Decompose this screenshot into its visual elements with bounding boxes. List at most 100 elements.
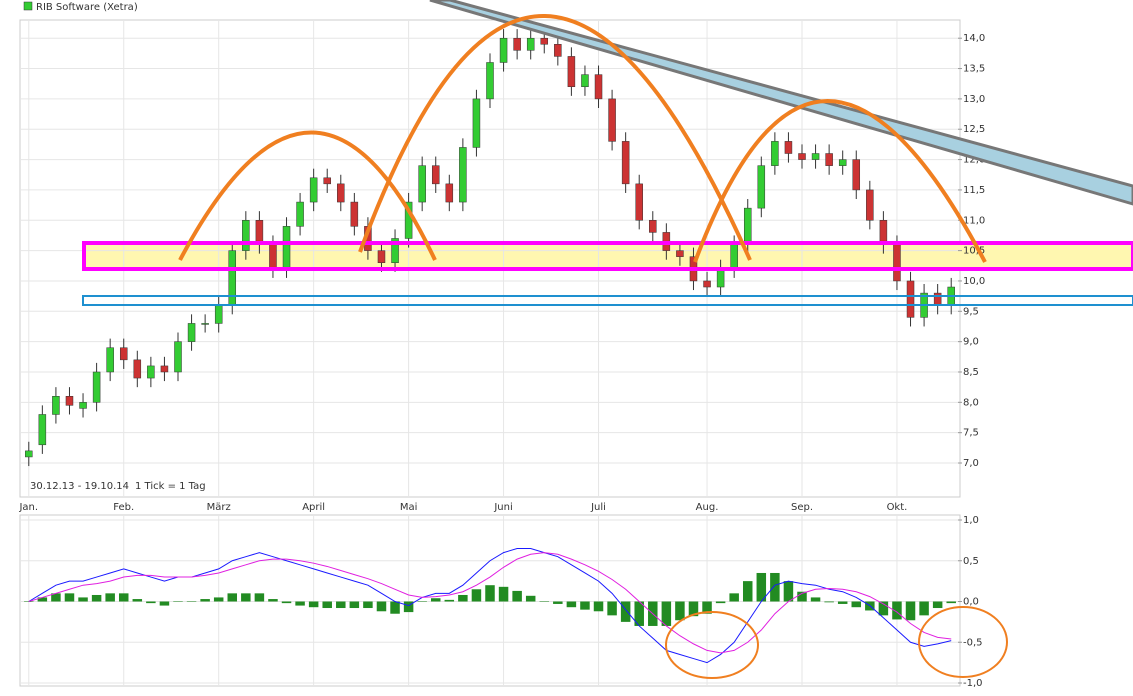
- candle-body: [92, 371, 101, 403]
- candle-body: [811, 153, 820, 160]
- histogram-bar: [227, 593, 238, 602]
- histogram-bar: [634, 601, 644, 626]
- candle-body: [269, 244, 277, 270]
- histogram-bar: [390, 601, 400, 614]
- histogram-bar: [729, 593, 739, 602]
- candle-body: [486, 62, 494, 100]
- x-tick-label: Jan.: [18, 502, 38, 513]
- candle-body: [119, 347, 128, 361]
- candle-body: [309, 177, 318, 203]
- candle-body: [825, 153, 833, 166]
- candle-body: [771, 141, 779, 166]
- x-tick-label: Aug.: [696, 502, 719, 513]
- candle-body: [214, 304, 223, 324]
- histogram-bar: [308, 601, 319, 608]
- candle-body: [147, 365, 155, 379]
- candle-body: [879, 220, 888, 245]
- y-tick-label: -1,0: [963, 678, 983, 689]
- histogram-bar: [878, 601, 889, 616]
- y-tick-label: 7,5: [963, 428, 979, 439]
- support-box: [82, 295, 1133, 306]
- arc: [693, 99, 987, 263]
- macd-frame: [19, 514, 961, 687]
- x-tick-label: Juni: [493, 502, 512, 513]
- histogram-bar: [905, 601, 916, 621]
- y-tick-label: 12,0: [963, 155, 985, 166]
- resistance-box: [82, 241, 1133, 271]
- candle-body: [866, 189, 874, 221]
- histogram-bar: [64, 593, 75, 602]
- histogram-bar: [159, 601, 170, 606]
- histogram-bar: [919, 601, 929, 616]
- x-tick-label: März: [207, 502, 231, 513]
- histogram-bar: [186, 601, 197, 602]
- candle-body: [581, 74, 589, 88]
- histogram-bar: [430, 598, 441, 602]
- candle-body: [52, 396, 60, 415]
- histogram-bar: [91, 594, 102, 602]
- candle-body: [187, 323, 196, 342]
- histogram-bar: [363, 601, 373, 609]
- candle-body: [526, 37, 535, 51]
- y-tick-label: 7,0: [963, 458, 979, 469]
- histogram-bar: [824, 601, 834, 603]
- y-tick-label: 13,5: [963, 64, 985, 75]
- candle-body: [418, 165, 426, 203]
- histogram-bar: [512, 590, 522, 602]
- candle-body: [893, 244, 901, 282]
- y-tick-label: -0,5: [963, 637, 983, 648]
- circle: [665, 611, 759, 679]
- candle-body: [38, 414, 47, 446]
- indicator-line: [28, 552, 952, 654]
- histogram-bar: [837, 601, 848, 604]
- candle-body: [296, 201, 304, 227]
- histogram-bar: [268, 599, 278, 602]
- histogram-bar: [118, 593, 129, 602]
- candle-body: [540, 37, 549, 45]
- x-tick-label: Mai: [400, 502, 418, 513]
- candle-body: [635, 183, 643, 221]
- support-zone: [84, 243, 1133, 269]
- candle-body: [391, 238, 399, 263]
- histogram-bar: [797, 591, 807, 602]
- histogram-bar: [417, 601, 427, 602]
- candle-body: [933, 292, 942, 306]
- circle: [918, 606, 1008, 678]
- candle-body: [255, 220, 264, 245]
- candle-body: [323, 177, 331, 185]
- candle-body: [282, 226, 291, 270]
- candle-body: [621, 141, 630, 185]
- histogram-bar: [132, 599, 143, 602]
- candle-body: [79, 402, 87, 409]
- histogram-bar: [485, 585, 495, 602]
- histogram-bar: [349, 601, 360, 609]
- histogram-bar: [525, 595, 536, 602]
- histogram-bar: [213, 597, 224, 602]
- y-tick-label: 0,0: [963, 597, 979, 608]
- candle-body: [798, 153, 806, 160]
- candle-body: [703, 280, 711, 288]
- candle-body: [743, 207, 752, 245]
- histogram-bar: [620, 601, 631, 622]
- candle-body: [499, 37, 508, 63]
- candle-body: [676, 250, 684, 257]
- y-tick-label: 9,5: [963, 306, 979, 317]
- histogram-bar: [946, 601, 956, 604]
- y-tick-label: 14,0: [963, 33, 985, 44]
- candle-body: [65, 396, 74, 406]
- histogram-bar: [932, 601, 943, 609]
- histogram-bar: [458, 594, 468, 602]
- candle-body: [472, 98, 481, 148]
- x-tick-label: Juli: [590, 502, 606, 513]
- histogram-bar: [146, 601, 156, 604]
- histogram-bar: [675, 601, 685, 621]
- histogram-bar: [403, 601, 414, 613]
- histogram-bar: [241, 593, 251, 602]
- x-tick-label: Sep.: [791, 502, 813, 513]
- histogram-bar: [24, 601, 34, 602]
- candle-body: [716, 268, 725, 288]
- candle-body: [174, 341, 182, 373]
- y-tick-label: 12,5: [963, 124, 985, 135]
